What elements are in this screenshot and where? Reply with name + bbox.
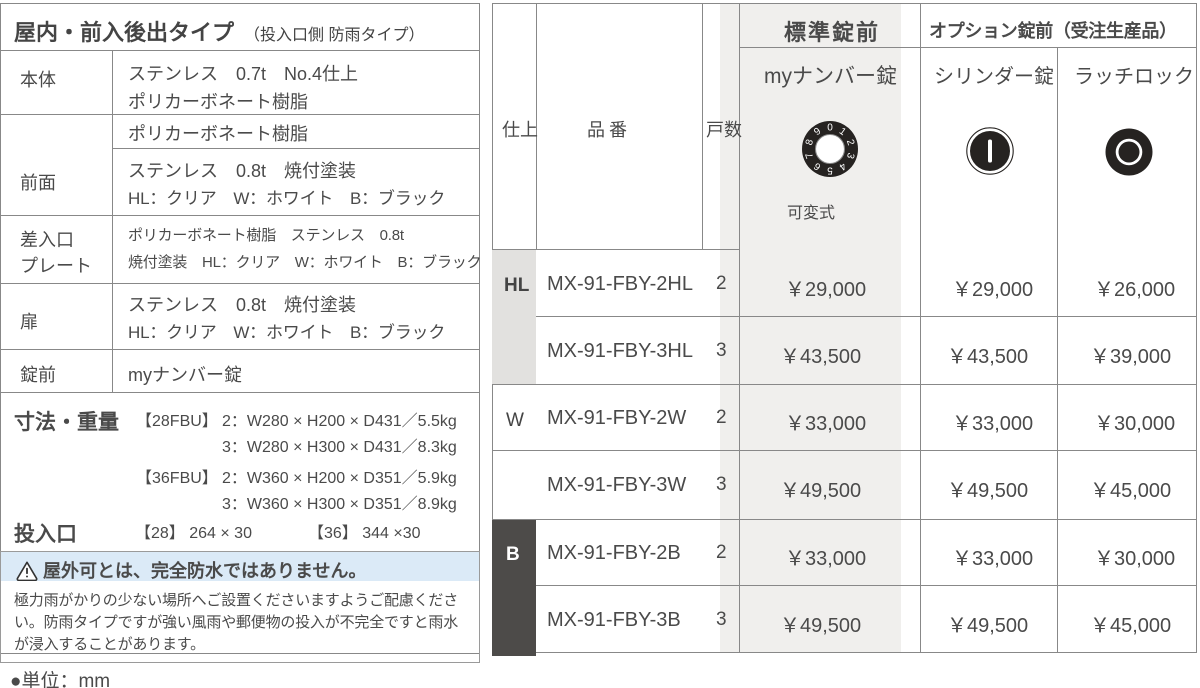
svg-text:0: 0 — [827, 123, 833, 134]
svg-text:5: 5 — [827, 165, 833, 176]
